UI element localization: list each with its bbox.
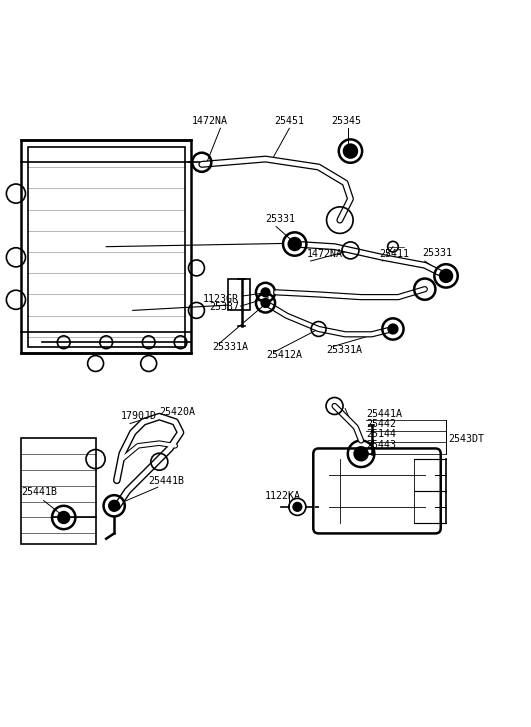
Polygon shape: [228, 278, 250, 310]
Circle shape: [288, 238, 301, 250]
Circle shape: [388, 324, 398, 334]
Text: 1472NA: 1472NA: [307, 249, 343, 260]
Circle shape: [293, 502, 302, 511]
Text: 25411: 25411: [380, 249, 409, 260]
Text: 2543DT: 2543DT: [449, 434, 485, 444]
Circle shape: [58, 512, 70, 523]
Circle shape: [344, 144, 357, 158]
Text: 1123GR: 1123GR: [203, 294, 239, 304]
Circle shape: [261, 288, 270, 297]
Text: 25331A: 25331A: [212, 342, 249, 353]
Text: 25331: 25331: [422, 249, 452, 258]
Circle shape: [440, 270, 452, 282]
Text: 25412A: 25412A: [267, 350, 303, 360]
Circle shape: [354, 447, 368, 461]
Text: 25442: 25442: [366, 419, 396, 430]
Text: 25441B: 25441B: [21, 487, 57, 497]
Text: 25345: 25345: [332, 116, 362, 126]
Circle shape: [261, 299, 270, 308]
Text: 25443: 25443: [366, 440, 396, 450]
Text: 25420A: 25420A: [159, 406, 195, 417]
FancyBboxPatch shape: [313, 449, 441, 534]
Text: 25441A: 25441A: [366, 409, 402, 419]
Text: 25331A: 25331A: [327, 345, 363, 355]
Circle shape: [109, 500, 119, 511]
Text: 25451: 25451: [275, 116, 304, 126]
Text: 25331: 25331: [266, 214, 295, 225]
Text: 25337: 25337: [209, 302, 239, 312]
Text: 25441B: 25441B: [149, 475, 185, 486]
Text: 1790JD: 1790JD: [121, 411, 157, 421]
Text: 1122KA: 1122KA: [264, 491, 301, 501]
Text: 1472NA: 1472NA: [192, 116, 228, 126]
Text: 25144: 25144: [366, 429, 396, 439]
